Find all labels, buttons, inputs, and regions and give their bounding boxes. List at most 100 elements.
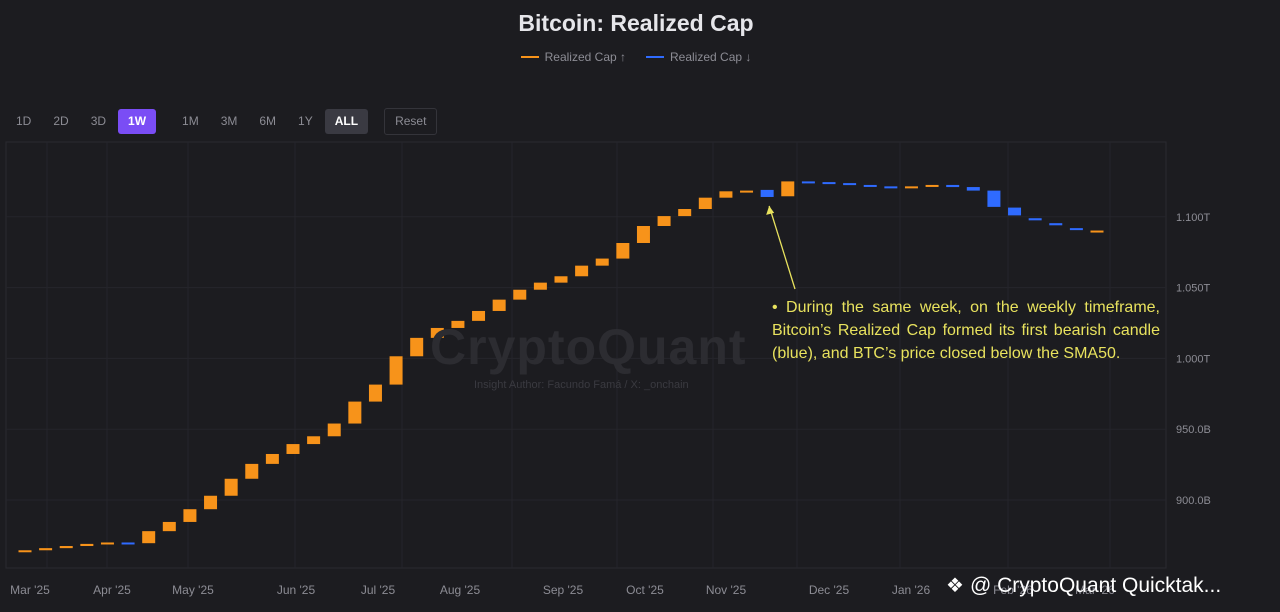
candle xyxy=(224,478,238,496)
candle xyxy=(183,509,197,522)
candle xyxy=(1069,228,1083,231)
x-axis-tick-label: Feb '26 xyxy=(993,583,1033,597)
candle xyxy=(100,542,114,545)
candle xyxy=(781,181,795,197)
candle xyxy=(389,356,403,385)
x-axis-tick-label: Mar '25 xyxy=(10,583,50,597)
range-6m-button[interactable]: 6M xyxy=(259,114,277,128)
candle xyxy=(698,197,712,210)
candle xyxy=(884,186,898,189)
candle xyxy=(843,183,857,186)
candle xyxy=(904,186,918,189)
legend-item-down[interactable]: Realized Cap ↓ xyxy=(646,50,751,64)
candle xyxy=(39,548,53,551)
range-1y-button[interactable]: 1Y xyxy=(298,114,313,128)
candle xyxy=(925,184,939,187)
range-1m-button[interactable]: 1M xyxy=(182,114,199,128)
candle xyxy=(410,337,424,357)
candle xyxy=(265,453,279,464)
y-axis-tick-label: 900.0B xyxy=(1176,495,1211,507)
legend-swatch-down xyxy=(646,56,664,58)
reset-zoom-button[interactable]: Reset xyxy=(384,108,438,135)
chart-legend: Realized Cap ↑ Realized Cap ↓ xyxy=(0,50,1272,64)
candle xyxy=(80,543,94,547)
x-axis-tick-label: Dec '25 xyxy=(809,583,850,597)
candle xyxy=(1090,230,1104,233)
y-axis-tick-label: 1.100T xyxy=(1176,212,1211,224)
candle xyxy=(204,495,218,510)
candle xyxy=(1049,223,1063,226)
candle xyxy=(492,299,506,311)
timeframe-selector: 1D 2D 3D 1W 1M 3M 6M 1Y ALL Reset xyxy=(6,108,438,135)
candle xyxy=(245,463,259,479)
x-axis-tick-label: Apr '25 xyxy=(93,583,131,597)
candle xyxy=(678,209,692,217)
candle xyxy=(451,320,465,328)
cryptoquant-watermark: CryptoQuant xyxy=(430,319,747,375)
x-axis-tick-label: Oct '25 xyxy=(626,583,664,597)
candle xyxy=(59,546,73,549)
candle xyxy=(595,258,609,266)
timeframe-2d-button[interactable]: 2D xyxy=(53,114,69,128)
candle xyxy=(575,265,589,277)
candle xyxy=(1028,218,1042,221)
annotation-arrow-line xyxy=(768,205,796,290)
candle xyxy=(472,310,486,321)
candle xyxy=(822,182,836,185)
candle xyxy=(327,423,341,437)
candle xyxy=(307,436,321,445)
candle xyxy=(142,531,156,544)
annotation-text: • During the same week, on the weekly ti… xyxy=(772,299,1160,362)
candle xyxy=(368,384,382,402)
candle xyxy=(430,327,444,338)
range-all-button[interactable]: ALL xyxy=(324,109,369,134)
x-axis-tick-label: Jan '26 xyxy=(892,583,931,597)
candle xyxy=(946,184,960,188)
x-axis-tick-label: Nov '25 xyxy=(706,583,747,597)
candle xyxy=(987,190,1001,207)
candle xyxy=(863,184,877,187)
timeframe-1d-button[interactable]: 1D xyxy=(16,114,32,128)
candle xyxy=(616,242,630,259)
timeframe-3d-button[interactable]: 3D xyxy=(90,114,107,128)
y-axis-tick-label: 950.0B xyxy=(1176,424,1211,436)
candle xyxy=(533,282,547,290)
plot-frame xyxy=(5,141,1167,569)
timeframe-1w-button[interactable]: 1W xyxy=(118,109,157,134)
candle xyxy=(719,191,733,198)
annotation-arrow-head xyxy=(766,205,775,215)
chart-title: Bitcoin: Realized Cap xyxy=(518,10,754,36)
candle xyxy=(554,276,568,283)
candle xyxy=(636,226,650,243)
candle xyxy=(801,181,815,184)
candle xyxy=(18,550,32,553)
candle xyxy=(1008,207,1022,216)
y-axis-tick-label: 1.000T xyxy=(1176,353,1211,365)
x-axis-tick-label: May '25 xyxy=(172,583,214,597)
x-axis-tick-label: Jun '25 xyxy=(277,583,316,597)
x-axis-tick-label: Jul '25 xyxy=(361,583,396,597)
legend-label-up: Realized Cap ↑ xyxy=(544,50,626,64)
credit-banner: ❖ @ CryptoQuant Quicktak... xyxy=(946,573,1221,598)
legend-item-up[interactable]: Realized Cap ↑ xyxy=(520,50,626,64)
credit-text: @ CryptoQuant Quicktak... xyxy=(969,573,1222,597)
x-axis-tick-label: Sep '25 xyxy=(543,583,584,597)
x-axis-tick-label: Mar '26 xyxy=(1075,583,1115,597)
candle xyxy=(121,542,135,545)
candle xyxy=(760,189,774,197)
x-axis-tick-label: Aug '25 xyxy=(440,583,481,597)
y-axis-tick-label: 1.050T xyxy=(1176,283,1211,295)
watermark-author: Insight Author: Facundo Famá / X: _oncha… xyxy=(474,379,689,391)
diamond-logo-icon: ❖ xyxy=(946,575,964,597)
candle xyxy=(348,401,362,424)
candle xyxy=(657,216,671,227)
legend-swatch-up xyxy=(520,56,539,58)
candle xyxy=(286,444,300,454)
candle xyxy=(513,289,527,300)
candle xyxy=(740,190,754,193)
candle xyxy=(162,521,176,532)
range-3m-button[interactable]: 3M xyxy=(220,114,238,128)
candle xyxy=(966,187,980,191)
legend-label-down: Realized Cap ↓ xyxy=(670,50,752,64)
